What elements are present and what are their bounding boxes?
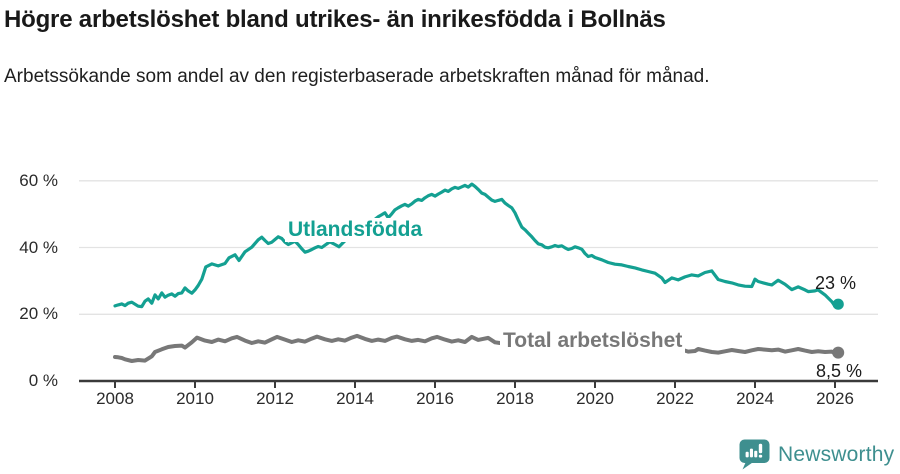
x-tick-label: 2024 [736,389,774,408]
chart-subtitle: Arbetssökande som andel av den registerb… [4,66,710,87]
y-tick-label: 0 % [28,371,58,390]
series-end-dot-0 [832,298,844,310]
end-value-label-total-arbetsloshet: 8,5 % [815,361,862,381]
y-tick-label: 40 % [19,237,58,257]
series-label-utlandsfodda: Utlandsfödda [285,218,426,242]
newsworthy-logo-icon [739,439,770,470]
x-tick-label: 2020 [576,389,614,408]
x-tick-label: 2026 [816,389,854,408]
x-tick-label: 2016 [416,389,454,408]
x-tick-label: 2014 [336,389,374,408]
x-tick-label: 2018 [496,389,534,408]
y-tick-label: 20 % [19,304,58,324]
brand-footer: Newsworthy [738,438,894,471]
x-tick-label: 2012 [256,389,294,408]
series-end-dot-1 [832,346,845,359]
series-label-total-arbetsloshet: Total arbetslöshet [500,329,686,353]
x-tick-label: 2010 [176,389,214,408]
chart-title: Högre arbetslöshet bland utrikes- än inr… [4,6,666,33]
end-value-label-utlandsfodda: 23 % [814,273,856,293]
series-line-0 [113,182,840,309]
brand-name: Newsworthy [778,442,895,466]
y-tick-label: 60 % [19,170,58,190]
series-line-1 [113,333,841,363]
x-tick-label: 2008 [96,389,134,408]
x-tick-label: 2022 [656,389,694,408]
